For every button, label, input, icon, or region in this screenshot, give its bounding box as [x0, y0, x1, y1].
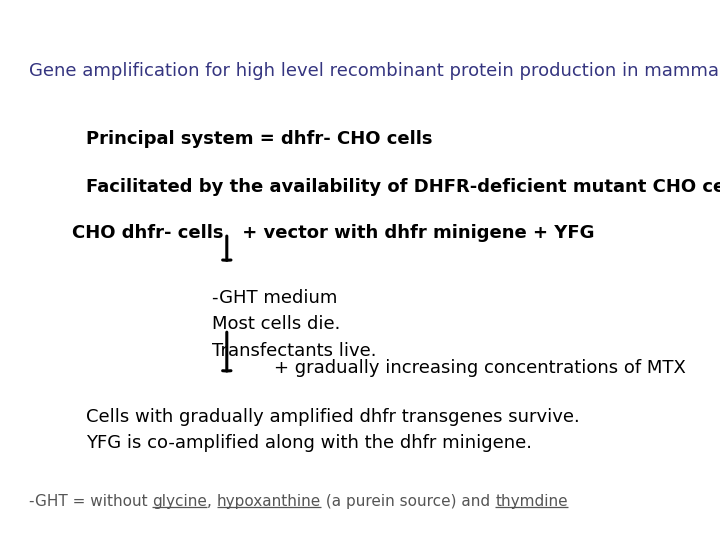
Text: thymdine: thymdine	[495, 494, 568, 509]
Text: ,: ,	[207, 494, 217, 509]
Text: Cells with gradually amplified dhfr transgenes survive.
YFG is co-amplified alon: Cells with gradually amplified dhfr tran…	[86, 408, 580, 452]
Text: Facilitated by the availability of DHFR-deficient mutant CHO cells: Facilitated by the availability of DHFR-…	[86, 178, 720, 196]
Text: Principal system = dhfr- CHO cells: Principal system = dhfr- CHO cells	[86, 130, 433, 147]
Text: glycine: glycine	[153, 494, 207, 509]
Text: (a purein source) and: (a purein source) and	[321, 494, 495, 509]
Text: + gradually increasing concentrations of MTX: + gradually increasing concentrations of…	[274, 359, 685, 377]
Text: CHO dhfr- cells   + vector with dhfr minigene + YFG: CHO dhfr- cells + vector with dhfr minig…	[72, 224, 595, 242]
Text: hypoxanthine: hypoxanthine	[217, 494, 321, 509]
Text: -GHT medium
Most cells die.
Transfectants live.: -GHT medium Most cells die. Transfectant…	[212, 289, 377, 360]
Text: Gene amplification for high level recombinant protein production in mammalian ce: Gene amplification for high level recomb…	[29, 62, 720, 80]
Text: -GHT = without: -GHT = without	[29, 494, 153, 509]
